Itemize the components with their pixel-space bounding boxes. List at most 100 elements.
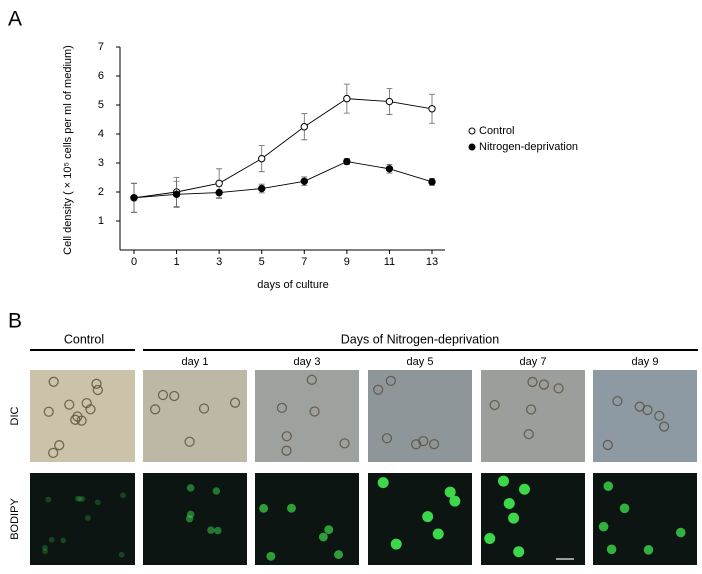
lipid-cell — [79, 495, 86, 502]
marker — [258, 184, 266, 193]
cell — [91, 378, 102, 389]
cell — [48, 447, 59, 459]
fluor-image — [30, 473, 135, 565]
marker — [215, 188, 223, 197]
cell — [489, 399, 500, 411]
marker — [172, 190, 181, 199]
cell — [150, 404, 161, 415]
x-tick-label: 0 — [131, 256, 137, 268]
group-label: Days of Nitrogen-deprivation — [341, 332, 499, 346]
cell — [81, 397, 92, 409]
lipid-cell — [74, 495, 81, 502]
lipid-cell — [266, 551, 276, 561]
lipid-cell — [207, 526, 215, 534]
x-tick-label: 13 — [426, 256, 438, 268]
lipid-cell — [619, 503, 630, 514]
cell — [553, 383, 564, 394]
lipid-cell — [603, 481, 614, 491]
cell — [229, 397, 241, 408]
cell — [418, 435, 429, 447]
lipid-cell — [484, 532, 496, 544]
x-tick-label: 7 — [301, 256, 307, 268]
fluor-image — [481, 473, 585, 565]
cell — [642, 404, 653, 416]
lipid-cell — [45, 496, 52, 503]
cell — [339, 438, 350, 449]
y-tick-label: 6 — [98, 70, 104, 82]
fluor-image — [255, 473, 359, 565]
dic-image — [143, 370, 247, 462]
lipid-cell — [503, 497, 515, 509]
cell — [523, 429, 534, 440]
row-label: DIC — [9, 406, 21, 425]
lipid-cell — [598, 521, 609, 532]
lipid-cell — [212, 487, 221, 495]
marker — [215, 179, 223, 188]
cell — [157, 389, 169, 401]
marker — [343, 94, 351, 103]
y-tick-label: 4 — [98, 128, 104, 140]
lipid-cell — [42, 548, 48, 555]
lipid-cell — [606, 544, 617, 555]
cell — [43, 406, 54, 417]
lipid-cell — [675, 527, 686, 538]
lipid-cell — [513, 546, 525, 558]
fluor-image — [368, 473, 472, 565]
lipid-cell — [518, 483, 530, 495]
lipid-cell — [118, 551, 125, 558]
cell — [281, 431, 292, 442]
cell — [525, 404, 537, 415]
cell — [281, 445, 292, 456]
marker — [258, 154, 266, 163]
cell — [54, 440, 65, 451]
lipid-cell — [42, 544, 48, 551]
marker — [428, 105, 436, 113]
y-axis-label: Cell density ( × 10⁵ cells per ml of med… — [62, 45, 74, 255]
cell — [372, 384, 384, 395]
series-line — [133, 161, 433, 199]
lipid-cell — [85, 515, 91, 521]
lipid-cell — [48, 536, 55, 543]
column-label: day 5 — [407, 356, 434, 368]
lipid-cell — [390, 538, 402, 550]
cell — [64, 399, 75, 410]
y-tick-label: 3 — [98, 157, 104, 169]
marker — [385, 97, 394, 106]
cell — [381, 433, 393, 444]
lipid-cell — [186, 484, 195, 492]
marker — [385, 165, 394, 173]
legend-marker — [468, 143, 476, 151]
panel-label: A — [8, 8, 22, 31]
lipid-cell — [318, 532, 328, 542]
cell — [538, 379, 550, 390]
cell — [184, 436, 195, 447]
lipid-cell — [449, 495, 461, 507]
lipid-cell — [643, 545, 654, 555]
group-label: Control — [64, 332, 104, 346]
cell — [169, 390, 180, 402]
marker — [300, 177, 308, 185]
column-label: day 1 — [182, 356, 209, 368]
lipid-cell — [287, 503, 296, 513]
lipid-cell — [334, 550, 343, 560]
lipid-cell — [186, 510, 195, 519]
dic-image — [593, 370, 697, 462]
cell — [658, 421, 670, 432]
marker — [300, 123, 308, 131]
lipid-cell — [94, 499, 101, 506]
cell — [70, 414, 81, 425]
cell — [48, 376, 59, 387]
cell — [428, 438, 440, 450]
y-tick-label: 5 — [98, 99, 104, 111]
dic-image — [368, 370, 472, 462]
legend-label: Nitrogen-deprivation — [479, 141, 578, 153]
marker — [130, 194, 138, 202]
y-tick-label: 7 — [98, 41, 104, 53]
x-axis-label: days of culture — [257, 279, 329, 291]
y-tick-label: 2 — [98, 186, 104, 198]
lipid-cell — [120, 492, 126, 499]
legend-label: Control — [479, 125, 514, 137]
cell — [306, 374, 317, 385]
cell — [276, 402, 288, 414]
